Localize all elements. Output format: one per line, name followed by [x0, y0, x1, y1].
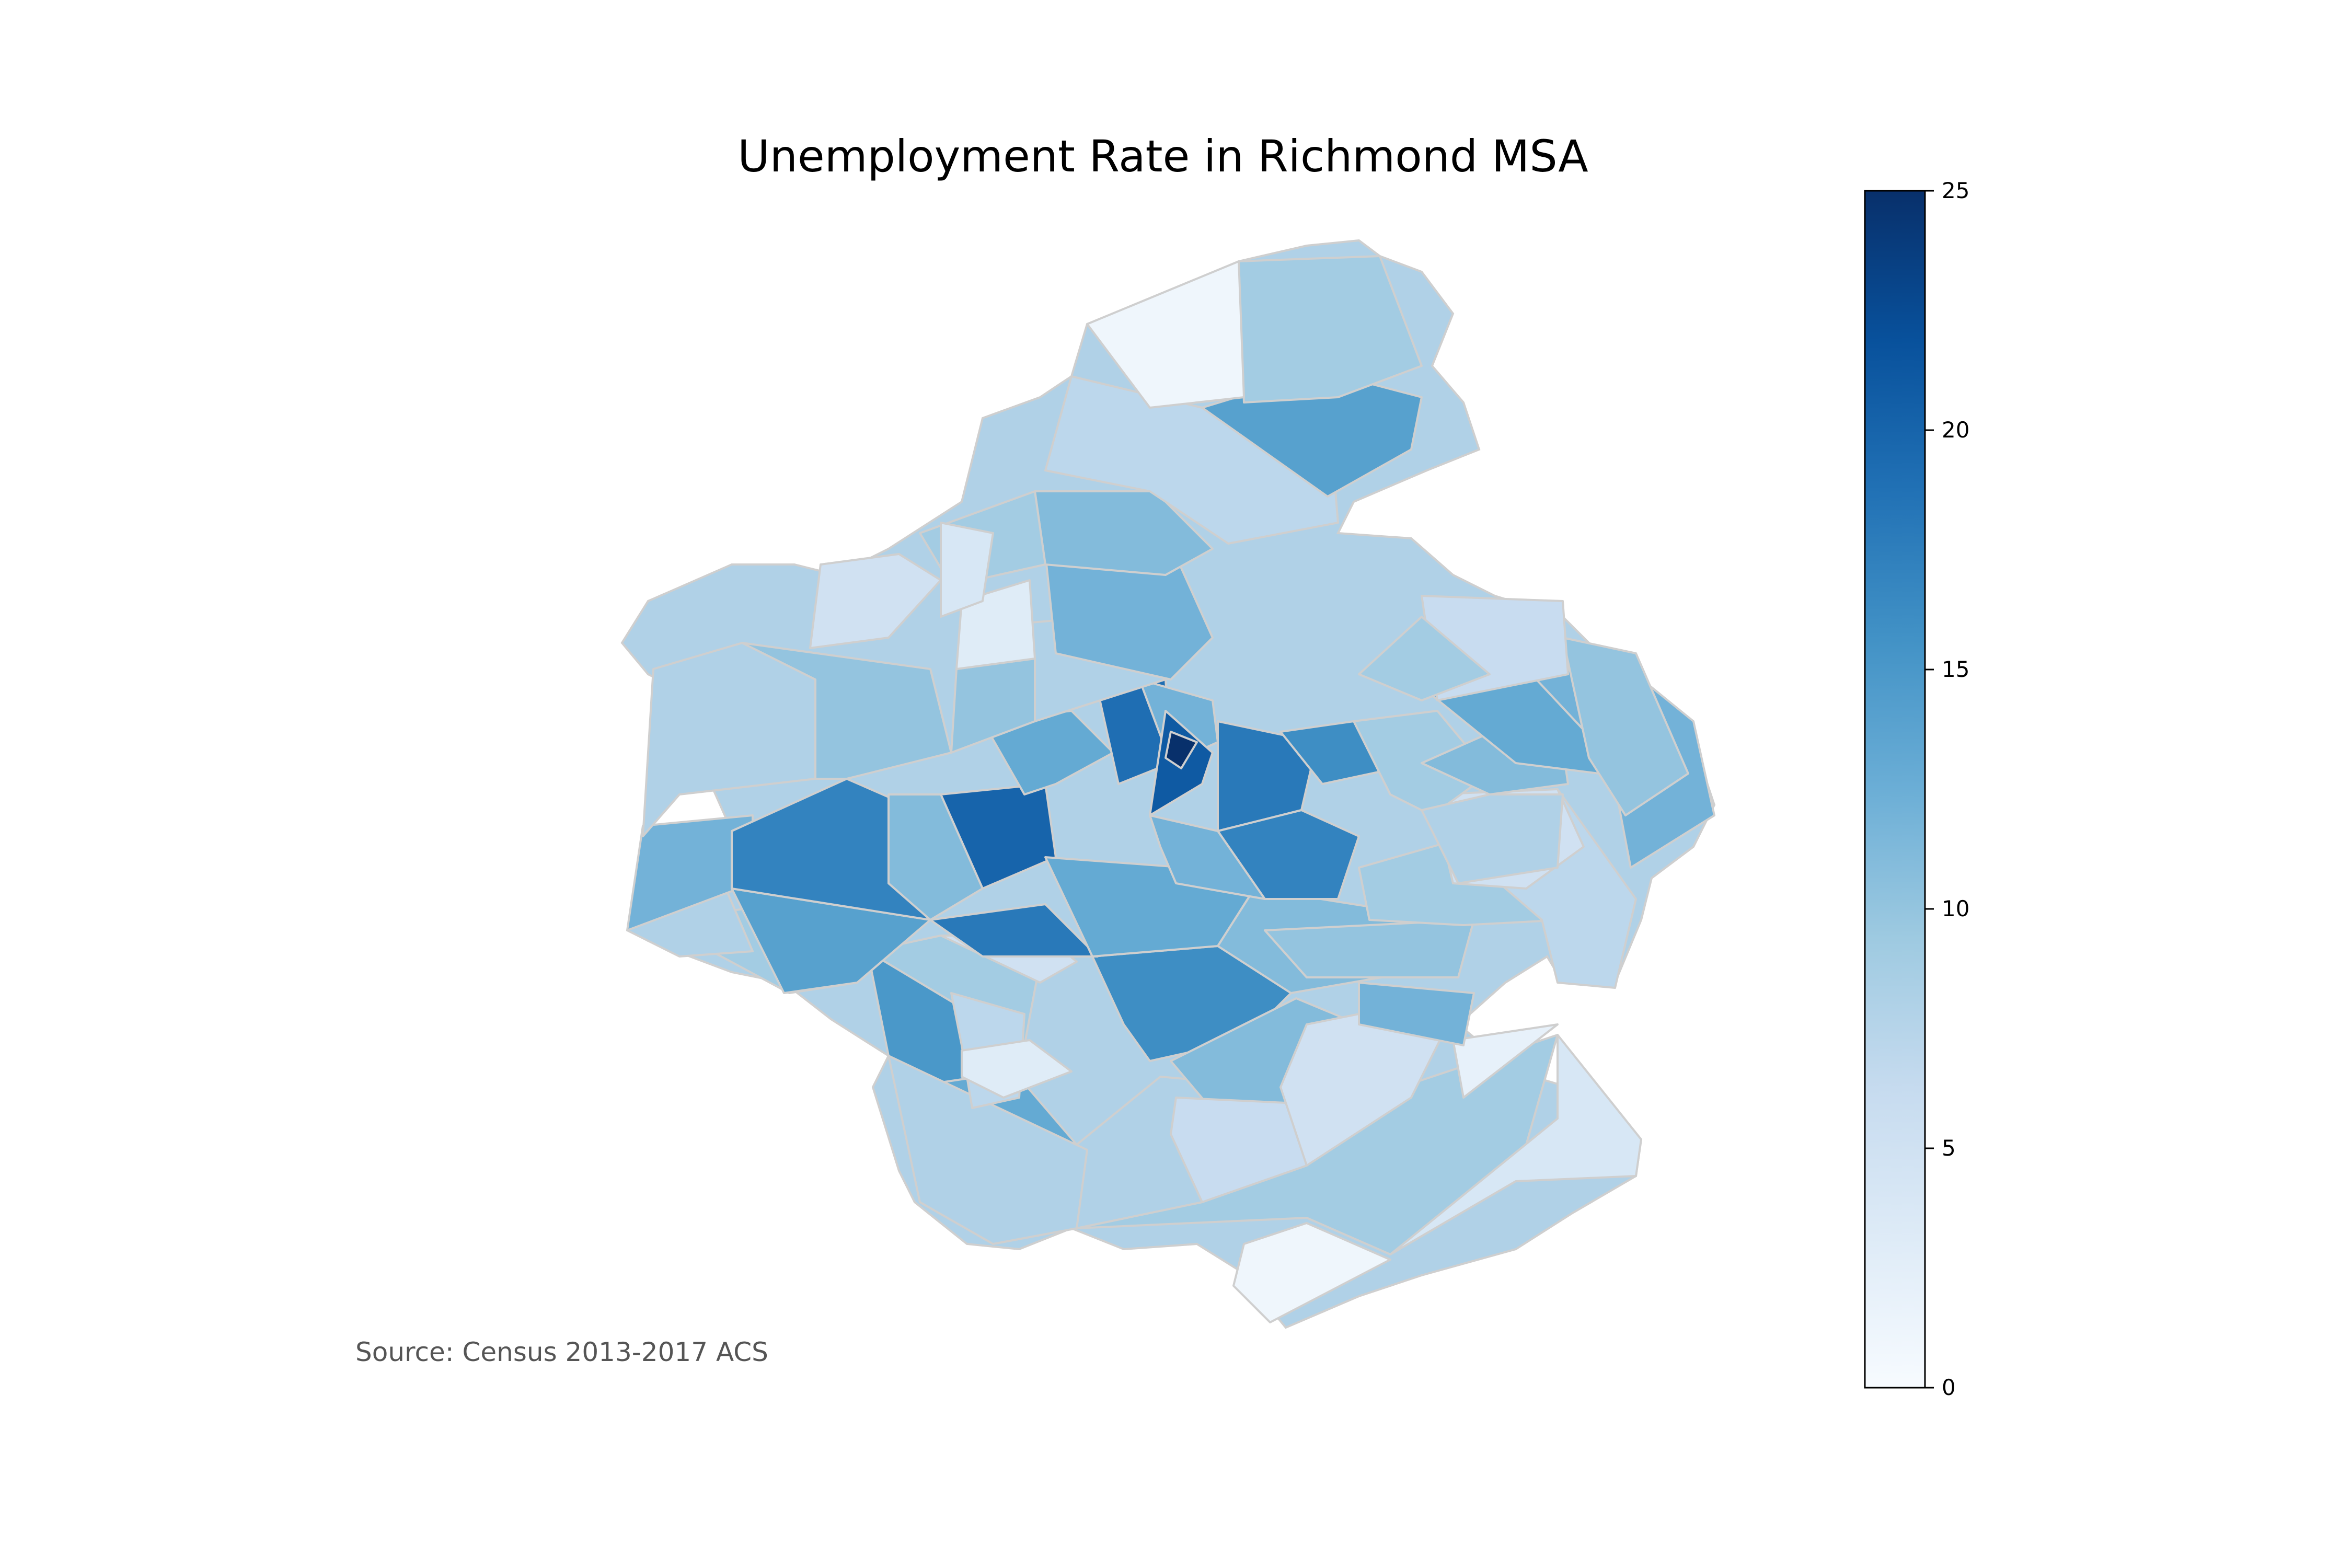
- census-tract: [887, 1055, 1088, 1245]
- census-tract: [1165, 731, 1198, 769]
- census-tract: [809, 553, 942, 649]
- census-tract: [1358, 982, 1475, 1046]
- census-tracts: [620, 239, 1716, 1329]
- census-tract: [1264, 919, 1475, 978]
- source-note: Source: Census 2013-2017 ACS: [355, 1337, 768, 1367]
- colorbar-tick-label: 10: [1942, 896, 1970, 921]
- census-tract: [940, 522, 994, 618]
- colorbar-tick-label: 15: [1942, 656, 1970, 682]
- census-tract: [961, 1039, 1073, 1099]
- census-tract: [1170, 1097, 1308, 1203]
- census-tract: [741, 642, 952, 780]
- census-tract: [1452, 1023, 1559, 1099]
- colorbar-tick-label: 0: [1942, 1375, 1956, 1400]
- census-tract: [1421, 793, 1564, 884]
- colorbar-tick-label: 20: [1942, 417, 1970, 443]
- colorbar-tick-label: 5: [1942, 1135, 1956, 1161]
- census-tract: [1389, 1034, 1642, 1255]
- census-tract: [1149, 814, 1266, 900]
- colorbar-tick-label: 25: [1942, 178, 1970, 203]
- census-tract: [1232, 1222, 1391, 1323]
- colorbar-ticks: [1925, 190, 1934, 1389]
- census-tract: [1562, 637, 1689, 816]
- colorbar: [1864, 190, 1926, 1389]
- census-tract: [1358, 616, 1491, 701]
- map-title: Unemployment Rate in Richmond MSA: [737, 131, 1588, 182]
- census-tract: [1086, 260, 1245, 409]
- census-tract: [887, 793, 984, 921]
